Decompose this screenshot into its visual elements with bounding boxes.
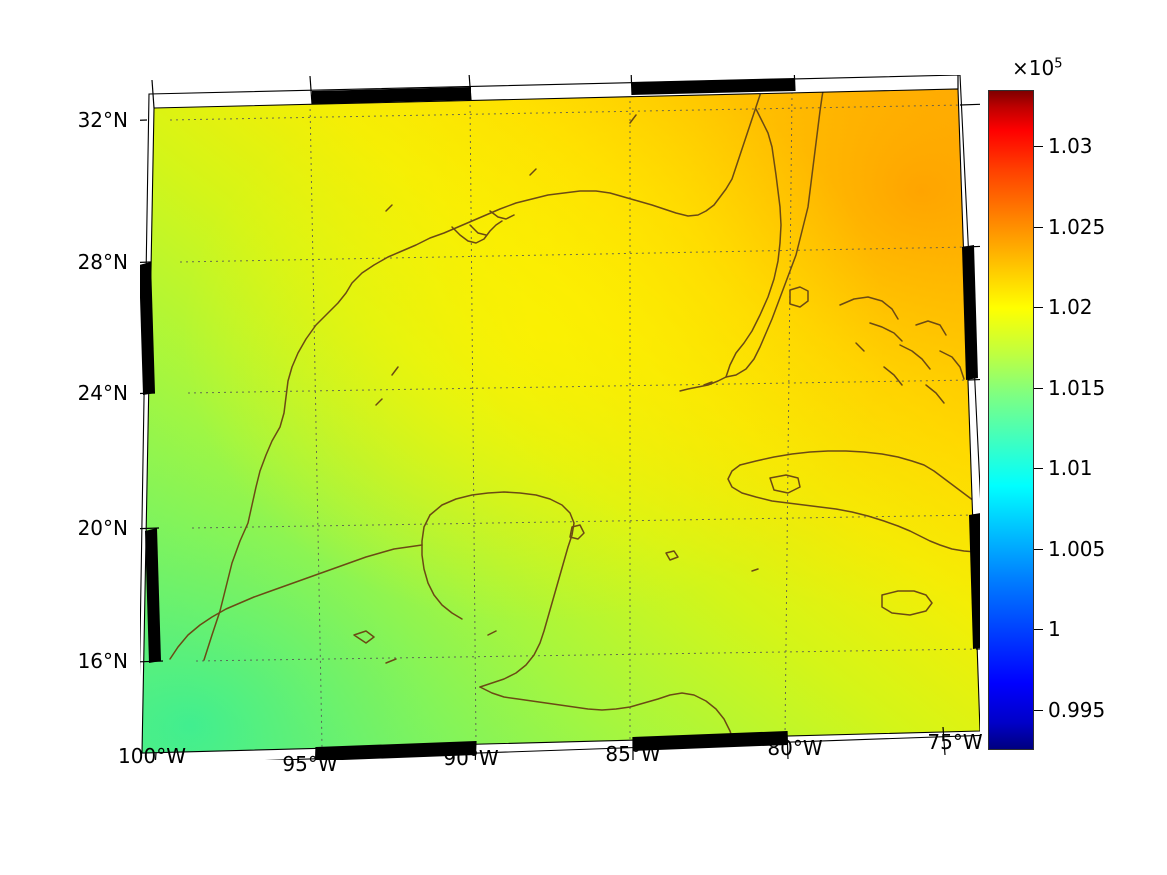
map-svg [140, 75, 980, 760]
colorbar-offset-text: ×105 [1012, 56, 1063, 80]
colorbar-label-1.015: 1.015 [1048, 376, 1106, 400]
colorbar-tick-1.03 [1034, 146, 1043, 147]
colorbar-label-1.005: 1.005 [1048, 537, 1106, 561]
coastlines [169, 89, 980, 753]
pressure-field [142, 89, 980, 753]
colorbar-label-1.02: 1.02 [1048, 295, 1093, 319]
lon-tick-label-95W: 95°W [282, 752, 338, 776]
lat-tick-label-16N: 16°N [77, 649, 128, 673]
lon-tick-label-85W: 85°W [605, 742, 661, 766]
lat-tick-label-24N: 24°N [77, 381, 128, 405]
colorbar-gradient [988, 90, 1034, 750]
colorbar-label-1: 1 [1048, 617, 1061, 641]
colorbar-offset-mantissa: ×10 [1012, 56, 1055, 80]
colorbar[interactable]: 1.03 1.025 1.02 1.015 1.01 1.005 1 0.995 [988, 90, 1105, 750]
lon-tick-label-75W: 75°W [927, 730, 983, 754]
colorbar-tick-1.02 [1034, 307, 1043, 308]
colorbar-tick-1.005 [1034, 549, 1043, 550]
colorbar-offset-exponent: 5 [1054, 56, 1063, 72]
colorbar-tick-1.025 [1034, 227, 1043, 228]
lat-tick-label-32N: 32°N [77, 108, 128, 132]
colorbar-tick-0.995 [1034, 710, 1043, 711]
colorbar-label-0.995: 0.995 [1048, 698, 1106, 722]
lon-tick-label-80W: 80°W [767, 736, 823, 760]
map-border-frame [140, 75, 980, 760]
colorbar-tick-1 [1034, 629, 1043, 630]
colorbar-label-1.03: 1.03 [1048, 134, 1093, 158]
colorbar-tick-1.01 [1034, 468, 1043, 469]
lon-tick-label-100W: 100°W [118, 744, 186, 768]
graticule [169, 91, 979, 748]
map-plot-area[interactable] [140, 75, 980, 760]
colorbar-label-1.025: 1.025 [1048, 215, 1106, 239]
lat-tick-label-28N: 28°N [77, 250, 128, 274]
colorbar-label-1.01: 1.01 [1048, 456, 1093, 480]
lon-tick-label-90W: 90°W [443, 746, 499, 770]
colorbar-tick-1.015 [1034, 388, 1043, 389]
lat-tick-label-20N: 20°N [77, 516, 128, 540]
